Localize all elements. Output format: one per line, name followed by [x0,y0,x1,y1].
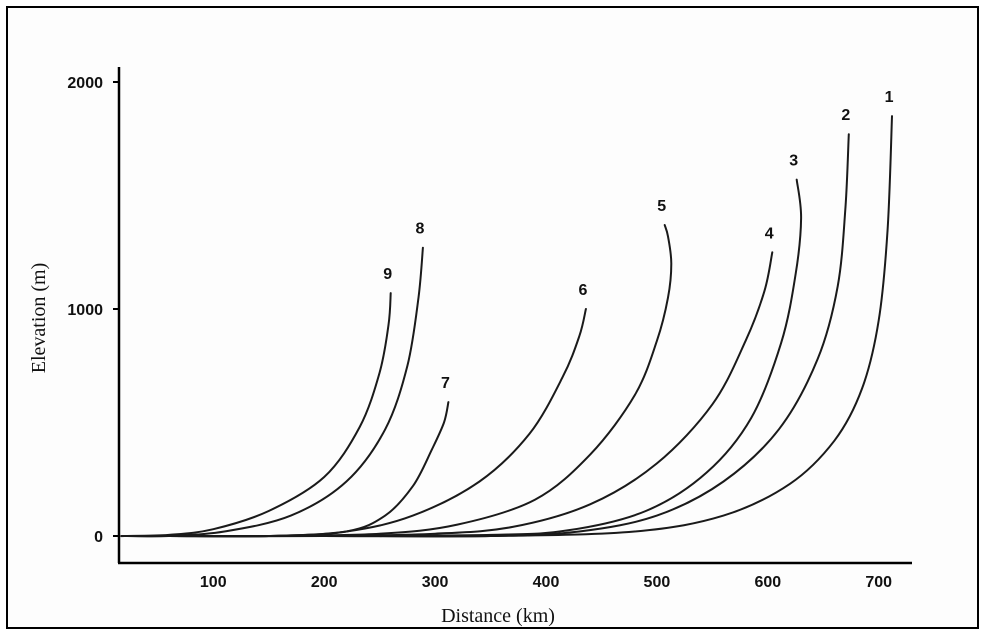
curve-8 [120,246,424,538]
curve-label-4: 4 [765,225,774,242]
curve-label-5: 5 [657,198,666,215]
curve-9 [120,292,392,538]
curve-labels: 1 2 3 4 5 6 7 8 9 [383,89,893,392]
x-tick-label: 700 [865,574,892,591]
curve-3 [124,178,803,538]
curve-7 [124,401,450,538]
x-tick-label: 500 [644,574,671,591]
y-tick-label: 2000 [67,75,103,92]
x-tick-label: 200 [311,574,338,591]
axes [117,67,912,565]
ticks: 100 200 300 400 500 600 700 0 1000 2000 [67,75,892,591]
curve-label-1: 1 [885,89,894,106]
x-tick-label: 100 [200,574,227,591]
curve-label-9: 9 [383,266,392,283]
curve-label-8: 8 [415,221,424,238]
curve-1 [124,115,893,538]
y-axis-title: Elevation (m) [28,263,50,374]
chart-frame [6,6,979,629]
curve-label-6: 6 [578,282,587,299]
curve-5 [124,224,673,538]
x-axis-title: Distance (km) [441,605,555,627]
curve-4 [124,251,774,538]
curve-label-7: 7 [441,375,450,392]
curve-label-2: 2 [841,107,850,124]
x-tick-label: 600 [754,574,781,591]
x-tick-label: 400 [533,574,560,591]
y-tick-label: 1000 [67,302,103,319]
curve-label-3: 3 [789,153,798,170]
curve-6 [124,308,587,538]
curves [120,115,893,538]
y-tick-label: 0 [94,529,103,546]
x-tick-label: 300 [422,574,449,591]
